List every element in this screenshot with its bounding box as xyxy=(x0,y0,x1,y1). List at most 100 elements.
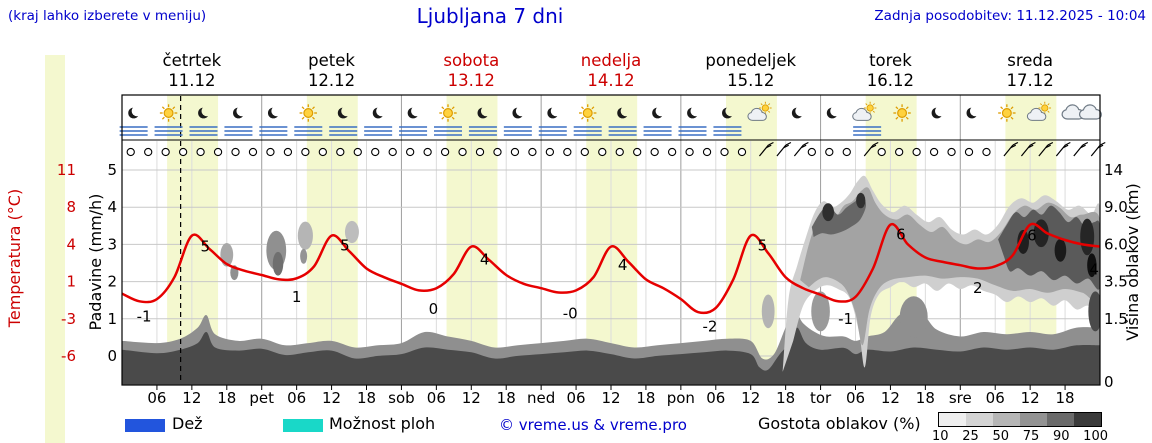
cloud-core-dark xyxy=(1087,253,1097,278)
wind-barb xyxy=(758,141,774,157)
precip-axis-tick: 5 xyxy=(107,161,117,179)
daylight-band xyxy=(586,95,638,385)
cloud-cover-circle xyxy=(196,147,205,157)
cloud-axis-tick: 1.5 xyxy=(1104,310,1128,328)
day-name: torek xyxy=(869,51,912,70)
x-axis-day-label: ned xyxy=(527,389,555,407)
cloud-cover-circle xyxy=(510,147,520,157)
x-axis-hour-label: 06 xyxy=(287,389,306,407)
x-axis-hour-label: 18 xyxy=(916,389,935,407)
density-scale-tick: 50 xyxy=(992,429,1010,443)
cloud-density-scale-ticks: 10 25 50 75 90 100 xyxy=(932,429,1108,443)
cloud-cover-circle xyxy=(807,147,816,157)
precip-axis-tick: 1 xyxy=(107,310,117,328)
last-updated: Zadnja posodobitev: 11.12.2025 - 10:04 xyxy=(874,8,1146,24)
x-axis-day-label: sob xyxy=(388,389,415,407)
moon-icon xyxy=(652,107,663,119)
day-name: petek xyxy=(308,51,355,70)
rain-legend-swatch xyxy=(125,419,165,432)
cloud-density-legend-label: Gostota oblakov (%) xyxy=(758,414,921,433)
cloud-core-dark xyxy=(1080,218,1095,256)
moon-icon xyxy=(128,107,140,119)
cloud-cover-circle xyxy=(842,147,851,157)
temperature-value-labels: -1 5 1 5 0 4 -0 4 -2 5 -1 6 2 6 4 xyxy=(137,226,1099,336)
cloud-blob xyxy=(899,296,928,338)
cloud-icon xyxy=(852,107,872,121)
x-axis-hour-label: 12 xyxy=(601,389,620,407)
cloud-cover-circle xyxy=(825,147,834,157)
temp-value-label: 4 xyxy=(1089,261,1099,279)
day-name: ponedeljek xyxy=(705,51,796,70)
x-axis-hour-label: 06 xyxy=(846,389,865,407)
density-scale-tick: 10 xyxy=(932,429,949,443)
moon-icon xyxy=(198,107,209,119)
x-axis-hour-label: 18 xyxy=(1056,389,1075,407)
wind-barb xyxy=(793,141,809,157)
temp-axis-tick: 8 xyxy=(66,198,76,216)
x-axis-hour-label: 18 xyxy=(357,389,376,407)
cloud-cover-circle xyxy=(528,147,537,157)
temperature-curve xyxy=(122,222,1100,315)
moon-icon xyxy=(547,107,559,119)
temp-value-label: 6 xyxy=(896,226,906,244)
cloud-core-dark xyxy=(1088,291,1100,332)
moon-icon xyxy=(337,107,349,119)
cloud-cover-circle xyxy=(266,147,275,157)
precip-axis-tick: 0 xyxy=(107,347,117,365)
cloud-cover-circle xyxy=(301,147,310,157)
day-date: 17.12 xyxy=(1007,71,1054,90)
cloud-cover-circle xyxy=(353,147,362,157)
cloud-axis-tick: 9.0 xyxy=(1104,198,1128,216)
density-scale-tick: 100 xyxy=(1083,429,1108,443)
temp-axis-tick: 1 xyxy=(66,273,76,291)
cloud-axis-tick: 6.0 xyxy=(1104,235,1128,253)
moon-icon xyxy=(931,107,943,119)
x-axis-hour-label: 18 xyxy=(497,389,516,407)
cloud-icon xyxy=(747,107,767,121)
moon-icon xyxy=(512,107,524,119)
temp-axis-tick: 11 xyxy=(57,161,76,179)
cloud-cover-circle xyxy=(982,147,991,157)
cloud-cover-symbol-row xyxy=(126,141,1106,157)
cloud-cover-circle xyxy=(213,147,223,157)
menu-hint: (kraj lahko izberete v meniju) xyxy=(8,8,207,24)
cloud-cover-circle xyxy=(912,147,921,157)
cloud-axis-tick: 0 xyxy=(1104,373,1114,391)
x-axis-day-label: pon xyxy=(667,389,695,407)
day-name: sreda xyxy=(1007,51,1053,70)
cloud-cover-circle xyxy=(895,147,904,157)
cloud-cover-circle xyxy=(964,147,974,157)
x-axis-hour-label: 06 xyxy=(147,389,166,407)
moon-icon xyxy=(687,107,698,119)
wind-barb xyxy=(1073,141,1089,157)
wind-barb xyxy=(1090,141,1106,157)
temperature-line xyxy=(122,222,1100,315)
sun-icon xyxy=(998,104,1016,122)
moon-icon xyxy=(407,107,419,119)
precipitation-axis-title: Padavine (mm/h) xyxy=(86,194,105,331)
daylight-band xyxy=(446,95,498,385)
cloud-cover-circle xyxy=(493,147,502,157)
day-date: 14.12 xyxy=(587,71,634,90)
moon-icon xyxy=(233,107,244,119)
cloud-cover-circle xyxy=(545,147,555,157)
density-scale-segment xyxy=(1047,413,1074,426)
cloud-core-dark xyxy=(856,192,866,209)
site-credit-link[interactable]: © vreme.us & vreme.pro xyxy=(499,416,687,434)
cloud-cover-circle xyxy=(248,147,258,157)
x-axis-day-label: pet xyxy=(249,389,274,407)
x-axis-hour-label: 12 xyxy=(881,389,900,407)
density-scale-tick: 75 xyxy=(1022,429,1040,443)
density-scale-segment xyxy=(1020,413,1047,426)
cloud-cover-circle xyxy=(563,147,572,157)
wind-barb xyxy=(863,141,879,157)
day-date: 16.12 xyxy=(867,71,914,90)
cloud-blob xyxy=(811,291,830,332)
cloud-cover-circle xyxy=(475,147,485,157)
cloud-cover-circle xyxy=(667,147,677,157)
wind-barb xyxy=(776,141,792,157)
sun-icon xyxy=(299,104,317,122)
wind-barb xyxy=(1055,141,1071,157)
x-axis-day-label: tor xyxy=(810,389,832,407)
